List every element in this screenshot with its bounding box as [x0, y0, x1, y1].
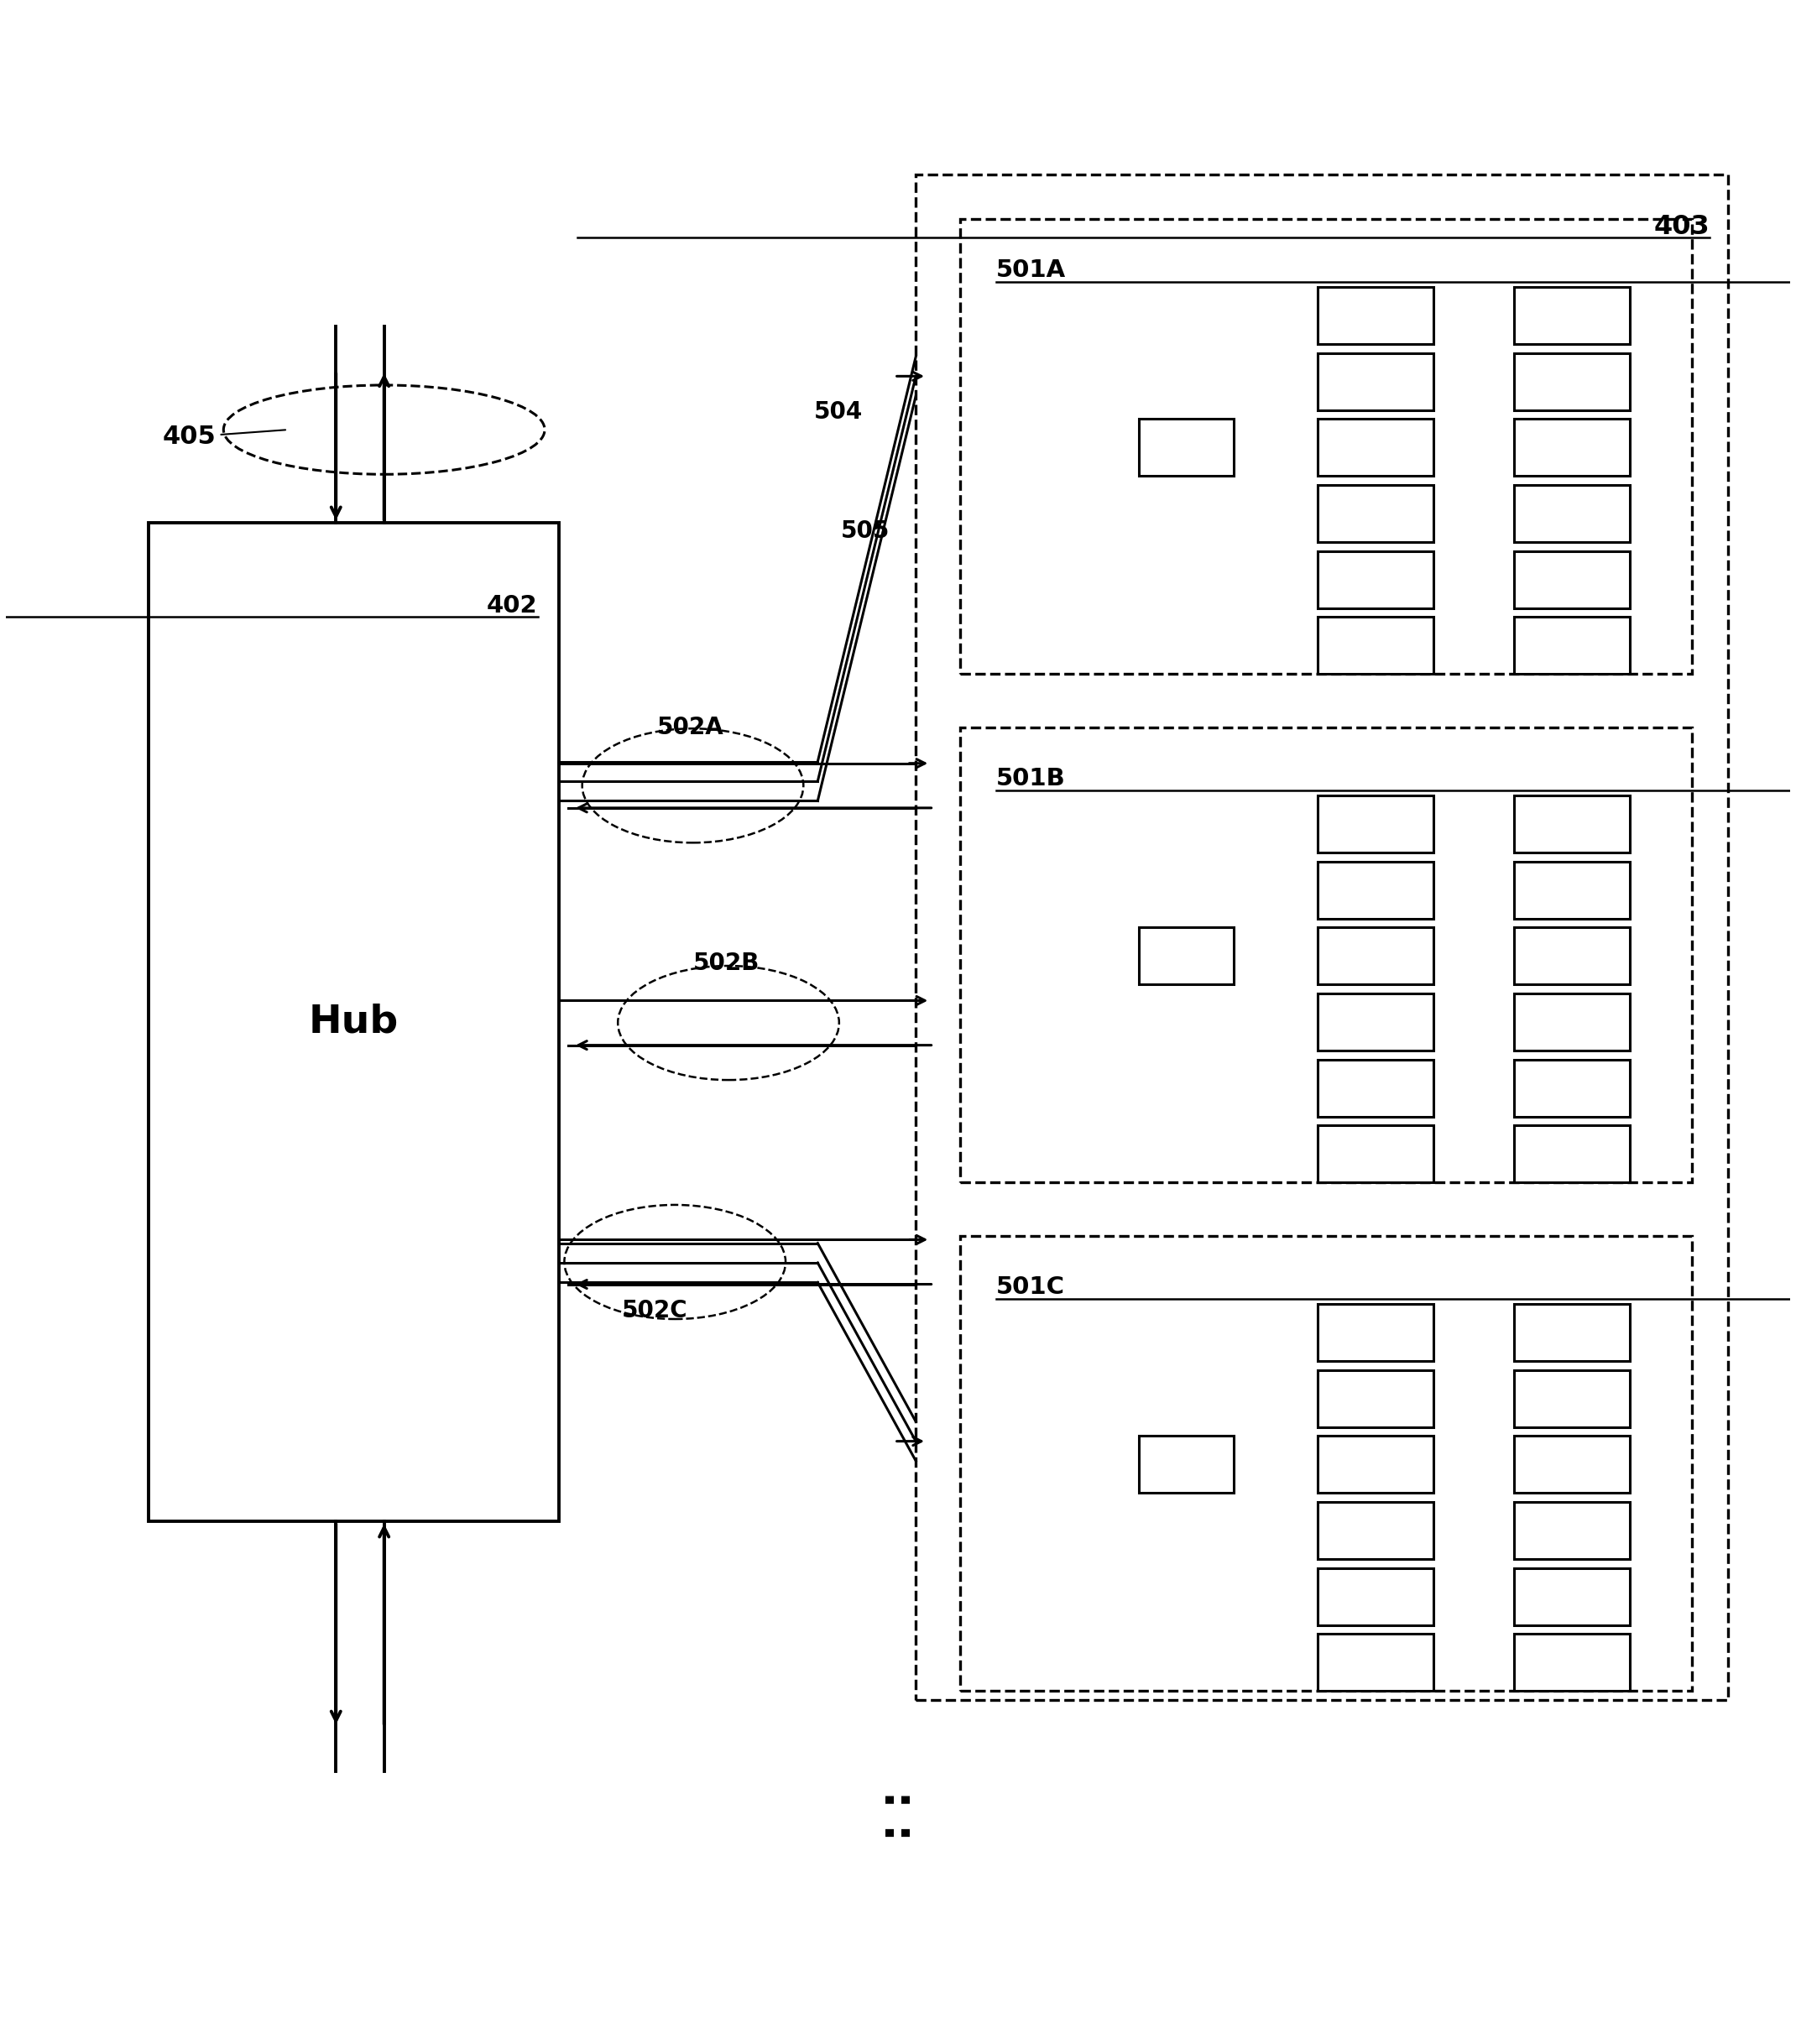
Text: 501C: 501C: [997, 1275, 1065, 1298]
Bar: [1139, 1435, 1234, 1492]
Text: 405: 405: [163, 425, 286, 450]
Text: 501B: 501B: [997, 766, 1065, 791]
Bar: [1514, 861, 1629, 918]
Bar: [1514, 286, 1629, 343]
Bar: [1514, 1435, 1629, 1492]
Bar: [1514, 1059, 1629, 1116]
Text: 505: 505: [841, 519, 889, 544]
Bar: [1514, 617, 1629, 675]
Bar: [1316, 1369, 1433, 1427]
Text: 504: 504: [814, 401, 864, 423]
Bar: [1514, 928, 1629, 985]
Bar: [1316, 795, 1433, 852]
Bar: [1316, 993, 1433, 1051]
Bar: [916, 174, 1728, 1701]
Bar: [1139, 928, 1234, 985]
Bar: [1316, 1568, 1433, 1625]
Bar: [1514, 1126, 1629, 1183]
Bar: [1316, 354, 1433, 411]
Bar: [1514, 484, 1629, 542]
Bar: [1514, 1369, 1629, 1427]
Text: 502B: 502B: [693, 950, 760, 975]
Text: 402: 402: [487, 595, 537, 617]
Bar: [1316, 552, 1433, 609]
Bar: [1316, 617, 1433, 675]
Bar: [1316, 1126, 1433, 1183]
Bar: [1514, 1304, 1629, 1361]
Bar: [1514, 354, 1629, 411]
Bar: [1316, 1435, 1433, 1492]
Bar: [1316, 419, 1433, 476]
Bar: [1514, 993, 1629, 1051]
Bar: [1514, 419, 1629, 476]
Text: : :: : :: [876, 1791, 920, 1842]
Bar: [1316, 928, 1433, 985]
Bar: [1316, 286, 1433, 343]
Bar: [1316, 861, 1433, 918]
Bar: [149, 523, 559, 1521]
Bar: [1514, 1568, 1629, 1625]
Bar: [1316, 1502, 1433, 1560]
Text: Hub: Hub: [309, 1004, 399, 1040]
Bar: [1316, 1059, 1433, 1116]
Text: 502A: 502A: [657, 715, 724, 740]
Bar: [961, 219, 1692, 675]
Bar: [1316, 484, 1433, 542]
Bar: [1514, 552, 1629, 609]
Bar: [1316, 1304, 1433, 1361]
Text: 501A: 501A: [997, 258, 1065, 282]
Bar: [1316, 1633, 1433, 1690]
Bar: [1514, 1633, 1629, 1690]
Bar: [1514, 1502, 1629, 1560]
Text: 502C: 502C: [621, 1300, 688, 1322]
Bar: [1514, 795, 1629, 852]
Bar: [961, 1237, 1692, 1690]
Bar: [961, 728, 1692, 1183]
Text: 403: 403: [1654, 215, 1710, 239]
Bar: [1139, 419, 1234, 476]
